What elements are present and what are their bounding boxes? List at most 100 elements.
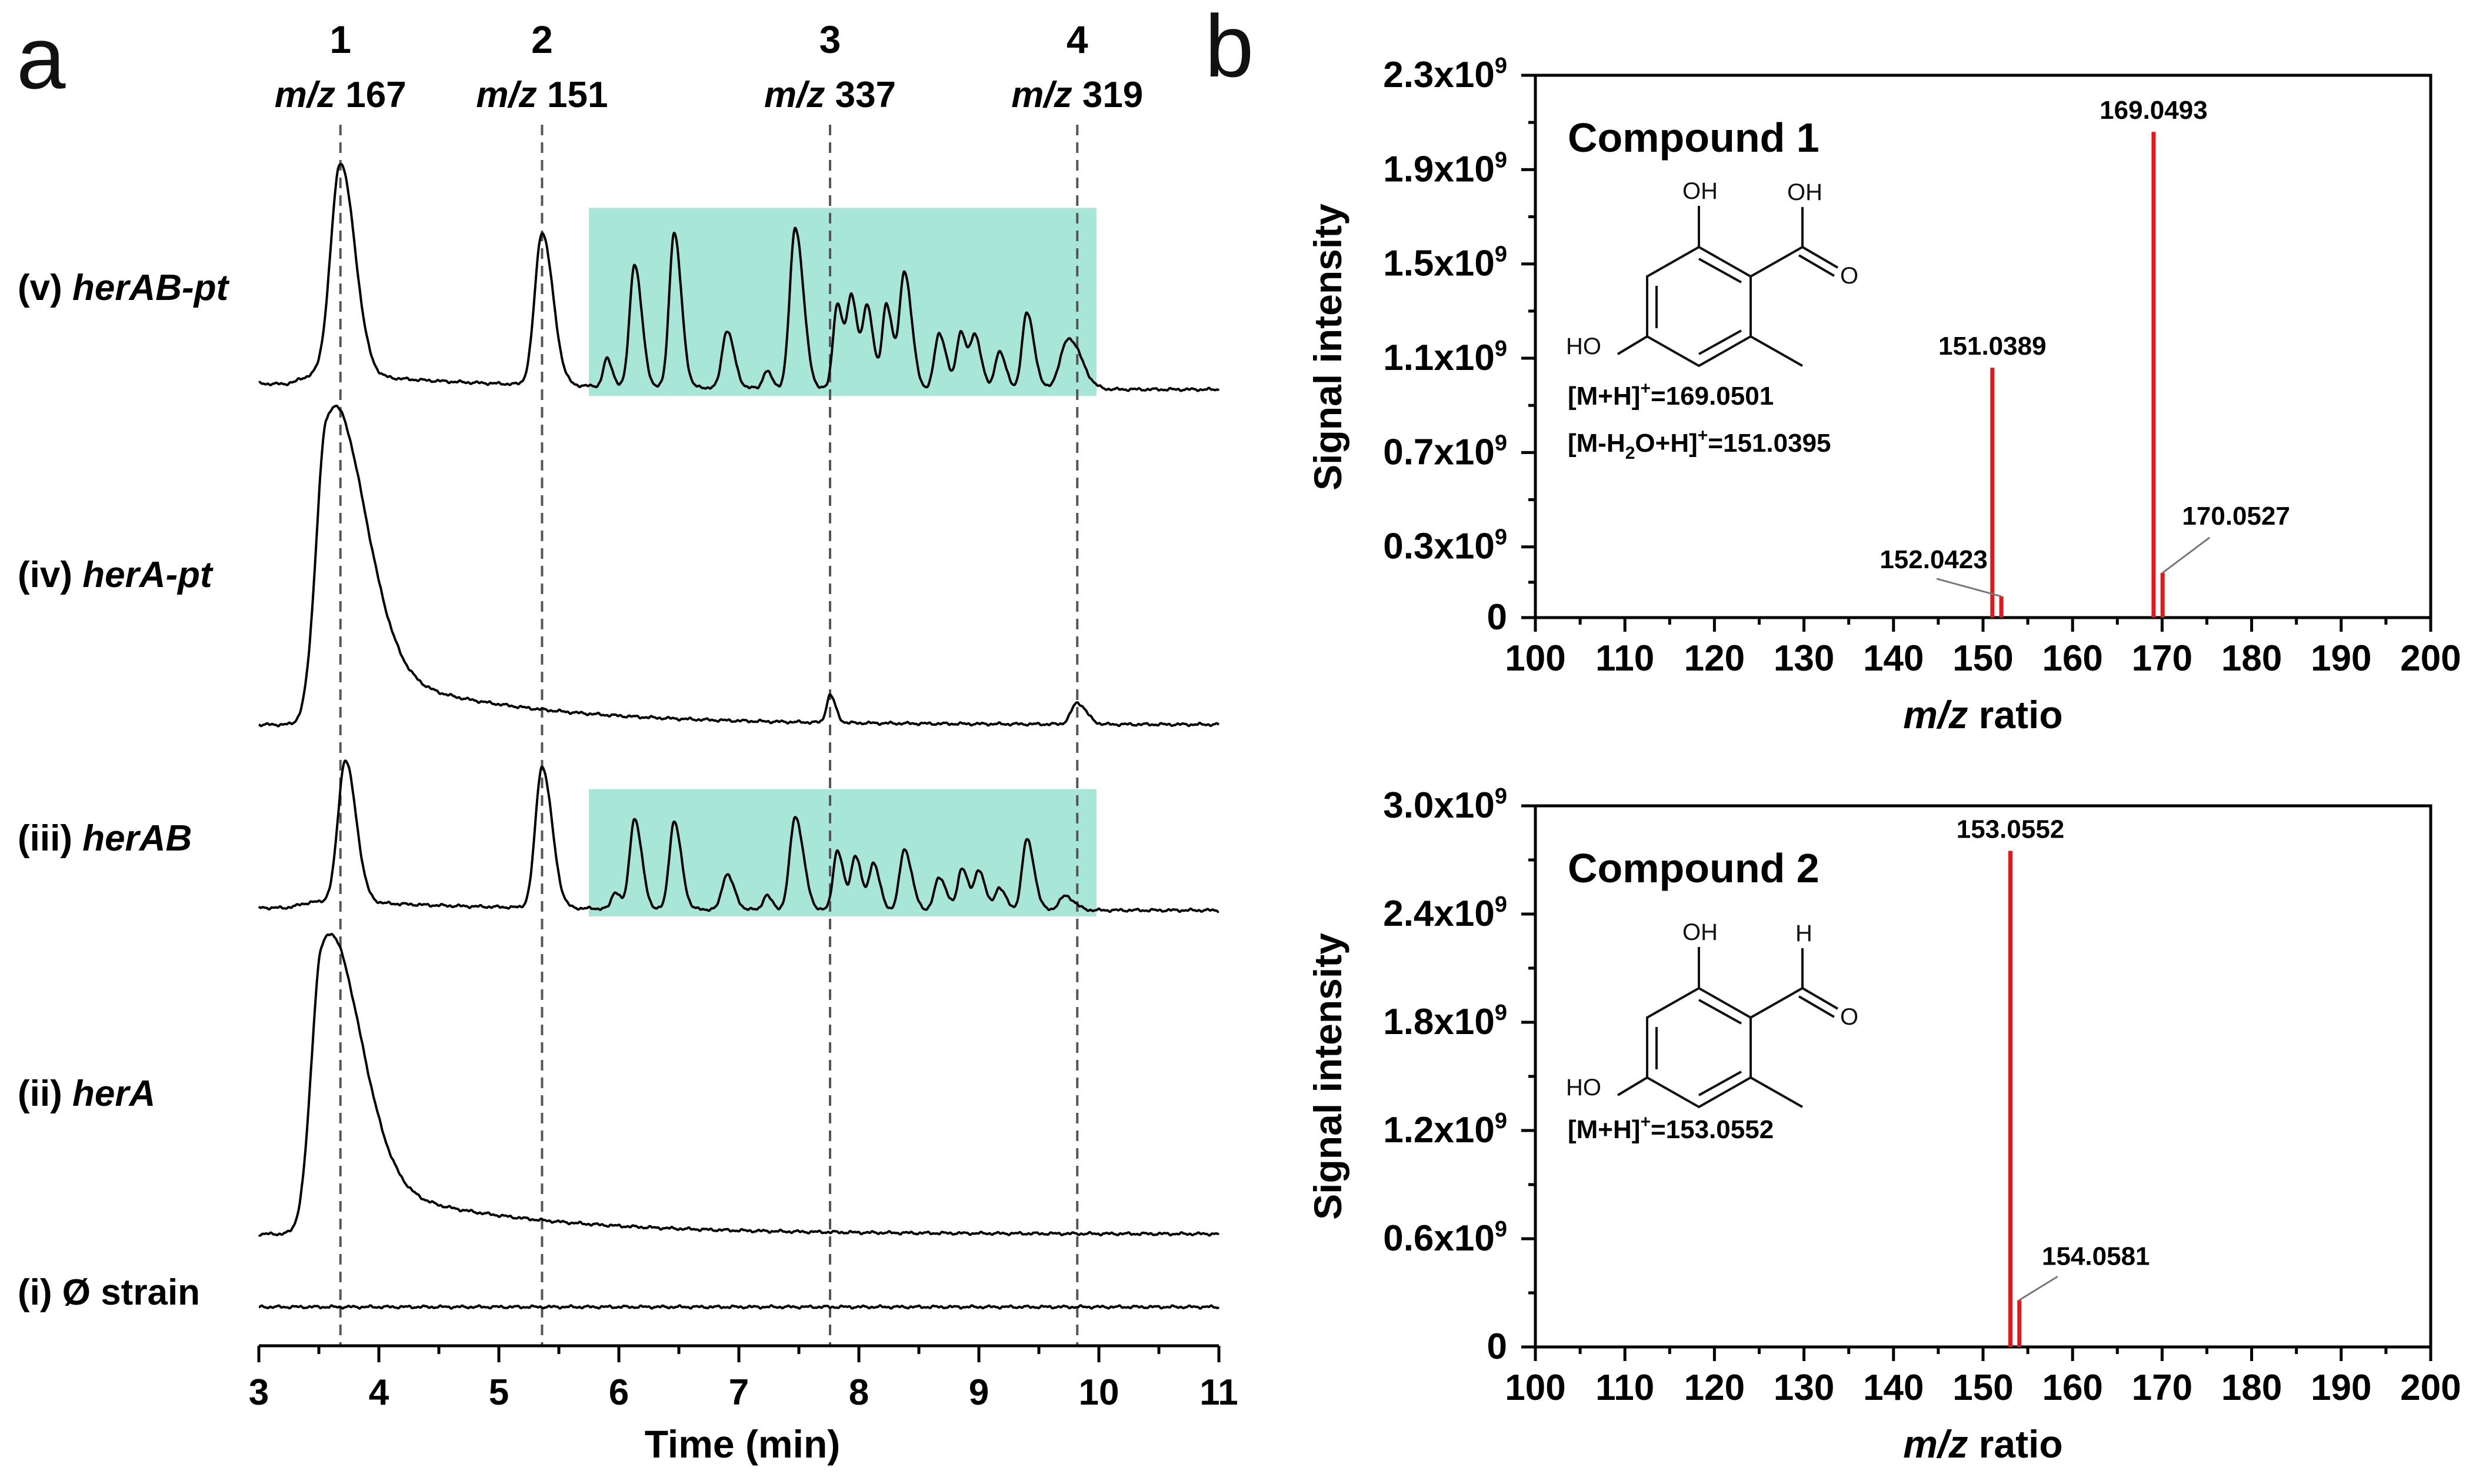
x-axis-title-rest: ratio bbox=[1979, 693, 2063, 736]
x-axis-title: m/z ratio bbox=[1903, 1422, 2062, 1466]
label-leader bbox=[1936, 578, 2002, 598]
trace-label: (i) Ø strain bbox=[18, 1272, 200, 1313]
y-tick-label: 1.2x109 bbox=[1383, 1109, 1507, 1150]
x-tick-label: 120 bbox=[1684, 1368, 1745, 1408]
peak-marker-lines bbox=[339, 125, 1079, 1346]
trace-3 bbox=[258, 759, 1220, 913]
y-tick-label: 0 bbox=[1487, 1326, 1507, 1367]
mz-prefix: m/z bbox=[476, 75, 536, 115]
label-o: O bbox=[1840, 263, 1858, 289]
x-tick-label: 100 bbox=[1505, 638, 1565, 679]
y-tick-mantissa: 1.9x10 bbox=[1383, 149, 1495, 189]
trace-prefix: (i) bbox=[18, 1272, 62, 1313]
y-tick-label: 0.6x109 bbox=[1383, 1217, 1507, 1259]
x-tick-label: 110 bbox=[1595, 638, 1654, 679]
trace-label: (v) herAB-pt bbox=[18, 268, 230, 308]
f2-a: [M-H bbox=[1568, 429, 1625, 458]
x-tick-label: 10 bbox=[1079, 1372, 1119, 1413]
y-tick-mantissa: 1.2x10 bbox=[1383, 1110, 1495, 1150]
f1-sup: + bbox=[1640, 379, 1651, 398]
spectrum-compound-1: 00.3x1090.7x1091.1x1091.5x1091.9x1092.3x… bbox=[1306, 54, 2461, 736]
peak-label: 151.0389 bbox=[1938, 332, 2047, 361]
x-tick-label: 3 bbox=[249, 1372, 269, 1413]
compound-1-structure: OH OH O HO bbox=[1566, 178, 1858, 368]
label-oh-1: OH bbox=[1682, 919, 1718, 945]
y-tick-mantissa: 2.3x10 bbox=[1383, 55, 1495, 95]
y-tick-label: 0.7x109 bbox=[1383, 431, 1507, 472]
x-tick-label: 100 bbox=[1505, 1368, 1565, 1408]
compound-2-structure: OH H O HO bbox=[1566, 919, 1858, 1109]
x-tick-label: 180 bbox=[2221, 638, 2282, 679]
y-tick-exponent: 9 bbox=[1495, 242, 1507, 267]
x-tick-label: 7 bbox=[729, 1372, 749, 1413]
f2-sup: + bbox=[1698, 426, 1708, 445]
y-tick-mantissa: 0 bbox=[1487, 1326, 1507, 1367]
peak-label: 154.0581 bbox=[2042, 1242, 2150, 1270]
f1-sup: + bbox=[1640, 1112, 1651, 1132]
x-tick-label: 150 bbox=[1952, 638, 2013, 679]
x-tick-label: 170 bbox=[2132, 638, 2192, 679]
y-tick-label: 0.3x109 bbox=[1383, 525, 1507, 567]
mz-value: 151 bbox=[537, 75, 608, 115]
compound-1-formula-1: [M+H]+=169.0501 bbox=[1568, 379, 1774, 411]
x-axis-title: m/z ratio bbox=[1903, 693, 2062, 736]
x-axis-title-italic: m/z bbox=[1903, 1422, 1968, 1466]
y-tick-exponent: 9 bbox=[1495, 892, 1507, 917]
x-tick-label: 200 bbox=[2400, 1368, 2461, 1408]
trace-label: (iii) herAB bbox=[18, 818, 192, 859]
y-tick-label: 1.1x109 bbox=[1383, 336, 1507, 378]
label-o: O bbox=[1840, 1004, 1858, 1030]
x-tick-label: 120 bbox=[1684, 638, 1745, 679]
mz-prefix: m/z bbox=[764, 75, 825, 115]
x-tick-label: 190 bbox=[2311, 1368, 2371, 1408]
label-oh-1: OH bbox=[1682, 178, 1718, 204]
trace-name: herA-pt bbox=[82, 555, 214, 595]
peak-mz-label: m/z 337 bbox=[764, 75, 896, 115]
y-tick-exponent: 9 bbox=[1495, 1001, 1507, 1025]
f2-value: =151.0395 bbox=[1708, 429, 1831, 458]
mz-value: 337 bbox=[825, 75, 896, 115]
peak-mz-label: m/z 319 bbox=[1011, 75, 1143, 115]
trace-label: (iv) herA-pt bbox=[18, 555, 214, 595]
highlight-region bbox=[589, 789, 1097, 916]
mz-value: 167 bbox=[335, 75, 406, 115]
f1-main: [M+H] bbox=[1568, 1115, 1640, 1144]
x-tick-label: 160 bbox=[2042, 1368, 2102, 1408]
y-tick-label: 1.5x109 bbox=[1383, 242, 1507, 284]
f1-value: =153.0552 bbox=[1651, 1115, 1774, 1144]
panel-letter-a: a bbox=[16, 8, 66, 107]
peak-label: 152.0423 bbox=[1880, 545, 1988, 574]
chromatogram-panel: 1 m/z 167 2 m/z 151 3 m/z 337 4 m/z 319 (v) her… bbox=[18, 18, 1238, 1466]
y-tick-exponent: 9 bbox=[1495, 525, 1507, 550]
y-tick-exponent: 9 bbox=[1495, 1217, 1507, 1242]
chromatogram-traces bbox=[258, 163, 1220, 1310]
x-tick-label: 200 bbox=[2400, 638, 2461, 679]
f2-sub: 2 bbox=[1625, 443, 1635, 463]
x-axis-title-italic: m/z bbox=[1903, 693, 1968, 736]
y-axis-ticks: 00.3x1090.7x1091.1x1091.5x1091.9x1092.3x… bbox=[1383, 54, 1535, 638]
label-oh-2: OH bbox=[1787, 179, 1822, 205]
label-leader bbox=[2018, 1275, 2058, 1301]
trace-1 bbox=[258, 163, 1220, 392]
peak-mz-label: m/z 151 bbox=[476, 75, 608, 115]
peak-mz-label: m/z 167 bbox=[275, 75, 406, 115]
spectrum-peaks: 151.0389 152.0423 169.0493 170.0527 bbox=[1880, 96, 2290, 618]
trace-name: herA bbox=[72, 1073, 155, 1114]
label-ho: HO bbox=[1566, 1075, 1601, 1101]
compound-2-formula-1: [M+H]+=153.0552 bbox=[1568, 1112, 1774, 1144]
x-tick-label: 9 bbox=[969, 1372, 989, 1413]
x-tick-label: 190 bbox=[2311, 638, 2371, 679]
x-tick-label: 4 bbox=[369, 1372, 389, 1413]
trace-5 bbox=[258, 1304, 1220, 1310]
compound-1-formula-2: [M-H2O+H]+=151.0395 bbox=[1568, 426, 1831, 463]
label-ho: HO bbox=[1566, 334, 1601, 359]
peak-label: 170.0527 bbox=[2182, 502, 2290, 531]
trace-name: Ø strain bbox=[62, 1272, 200, 1313]
y-tick-mantissa: 1.8x10 bbox=[1383, 1002, 1495, 1042]
mz-prefix: m/z bbox=[1011, 75, 1072, 115]
y-tick-exponent: 9 bbox=[1495, 336, 1507, 361]
benzene-ring bbox=[1646, 986, 1752, 1109]
peak-number: 1 bbox=[329, 18, 351, 61]
y-axis-title: Signal intensity bbox=[1306, 933, 1349, 1220]
y-tick-mantissa: 0.6x10 bbox=[1383, 1218, 1495, 1259]
